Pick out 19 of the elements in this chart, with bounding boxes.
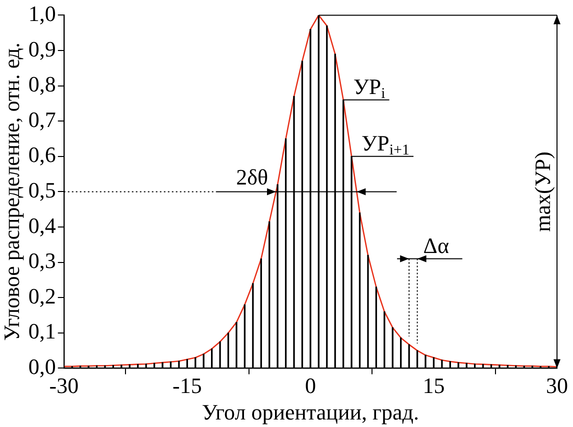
x-axis-title: Угол ориентации, град. [202,400,419,425]
annotation: Δα [423,232,450,258]
annotation: 2δθ [236,164,268,190]
y-tick-label: 0,5 [28,177,56,202]
x-tick-label: 30 [546,373,568,398]
y-tick-label: 0,8 [28,72,56,97]
y-tick-label: 1,0 [28,0,56,26]
y-tick-label: 0,4 [28,212,56,238]
x-tick-label: 0 [304,373,316,398]
y-tick-label: 0,9 [28,36,56,62]
y-tick-label: 0,7 [28,106,56,132]
y-axis-title: Угловое распределение, отн. ед. [0,42,24,341]
x-tick-label: -15 [172,373,202,398]
y-tick-label: 0,2 [28,283,56,308]
y-tick-label: 0,6 [28,142,56,168]
x-tick-label: 15 [422,373,445,398]
y-tick-label: 0,3 [28,248,56,274]
y-tick-label: 0,1 [28,318,56,344]
ref-line-label: max(УР) [530,152,555,232]
